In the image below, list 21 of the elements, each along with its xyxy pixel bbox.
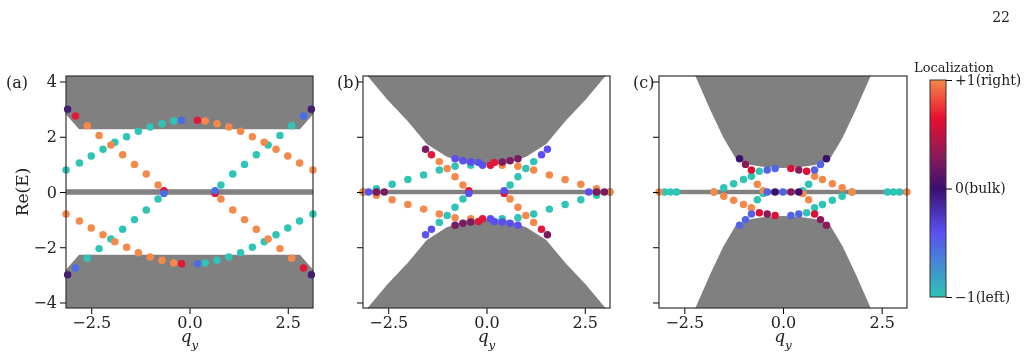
y-tick-label: 0 bbox=[46, 182, 57, 202]
y-tick-label: −4 bbox=[33, 293, 57, 313]
x-tick-label: 2.5 bbox=[869, 313, 895, 333]
y-tick-label: −2 bbox=[33, 237, 57, 257]
color-bar-label: −1(left) bbox=[955, 288, 1011, 305]
x-tick-label: 0.0 bbox=[177, 313, 203, 333]
x-tick-label: 2.5 bbox=[572, 313, 598, 333]
x-tick-label: 2.5 bbox=[275, 313, 301, 333]
chart-title: (a) bbox=[6, 73, 29, 92]
x-tick-label: −2.5 bbox=[72, 313, 112, 333]
x-tick-label: −2.5 bbox=[369, 313, 409, 333]
y-tick-label: 4 bbox=[46, 72, 57, 92]
y-axis-title: Re(E) bbox=[12, 167, 32, 217]
x-tick-label: 0.0 bbox=[770, 313, 797, 333]
y-tick-label: 2 bbox=[46, 127, 57, 147]
chart-title: (c) bbox=[633, 73, 655, 92]
x-tick-label: −2.5 bbox=[665, 313, 705, 333]
x-tick-label: 0.0 bbox=[474, 313, 500, 333]
color-bar-label: 0(bulk) bbox=[955, 180, 1006, 197]
text: 22 bbox=[992, 9, 1010, 25]
chart-title: (b) bbox=[337, 73, 360, 92]
